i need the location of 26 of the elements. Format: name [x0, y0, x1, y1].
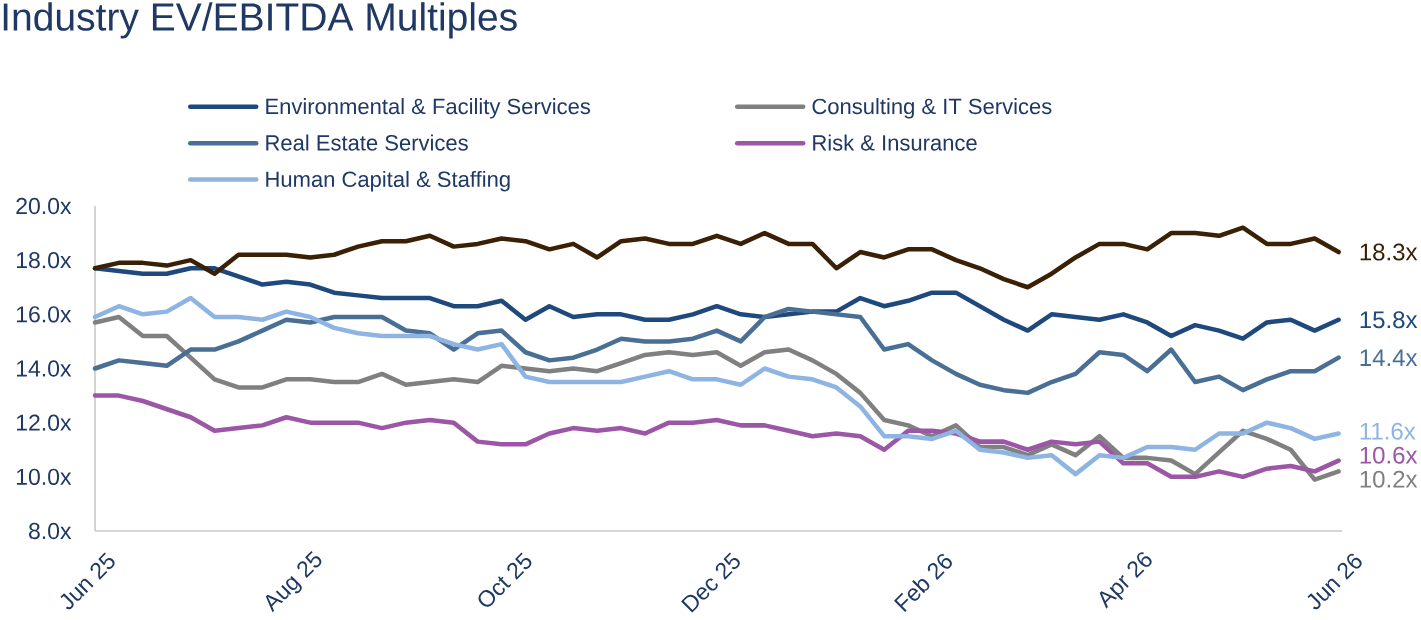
- x-tick-label: Jun 25: [60, 552, 115, 610]
- chart-title: Industry EV/EBITDA Multiples: [3, 2, 517, 39]
- data-label: 10.2x: [1360, 470, 1418, 488]
- y-tick-label: 14.0x: [16, 360, 72, 377]
- data-label: 18.3x: [1360, 243, 1418, 261]
- x-tick-label: Jun 26: [1307, 553, 1362, 610]
- y-tick-label: 16.0x: [16, 306, 72, 323]
- legend-label: Risk & Insurance: [813, 134, 977, 151]
- y-tick-label: 10.0x: [16, 468, 72, 485]
- data-label: 15.8x: [1360, 311, 1418, 329]
- legend-label: Consulting & IT Services: [812, 98, 1052, 119]
- y-tick-label: 18.0x: [16, 252, 72, 269]
- data-label: 14.4x: [1360, 349, 1418, 366]
- x-tick-label: Dec 25: [681, 552, 740, 613]
- data-label: 10.6x: [1360, 446, 1418, 464]
- x-tick-label: Apr 26: [1099, 552, 1152, 609]
- y-tick-label: 8.0x: [29, 522, 72, 540]
- y-tick-label: 20.0x: [16, 197, 72, 215]
- y-tick-label: 12.0x: [16, 414, 72, 431]
- legend-label: Real Estate Services: [266, 134, 468, 151]
- legend-label: Human Capital & Staffing: [266, 170, 510, 192]
- legend-label: Environmental & Facility Services: [266, 98, 591, 119]
- x-tick-label: Feb 26: [893, 553, 952, 612]
- x-tick-label: Aug 25: [265, 550, 322, 613]
- x-tick-label: Oct 25: [478, 552, 532, 607]
- data-label: 11.6x: [1360, 422, 1416, 440]
